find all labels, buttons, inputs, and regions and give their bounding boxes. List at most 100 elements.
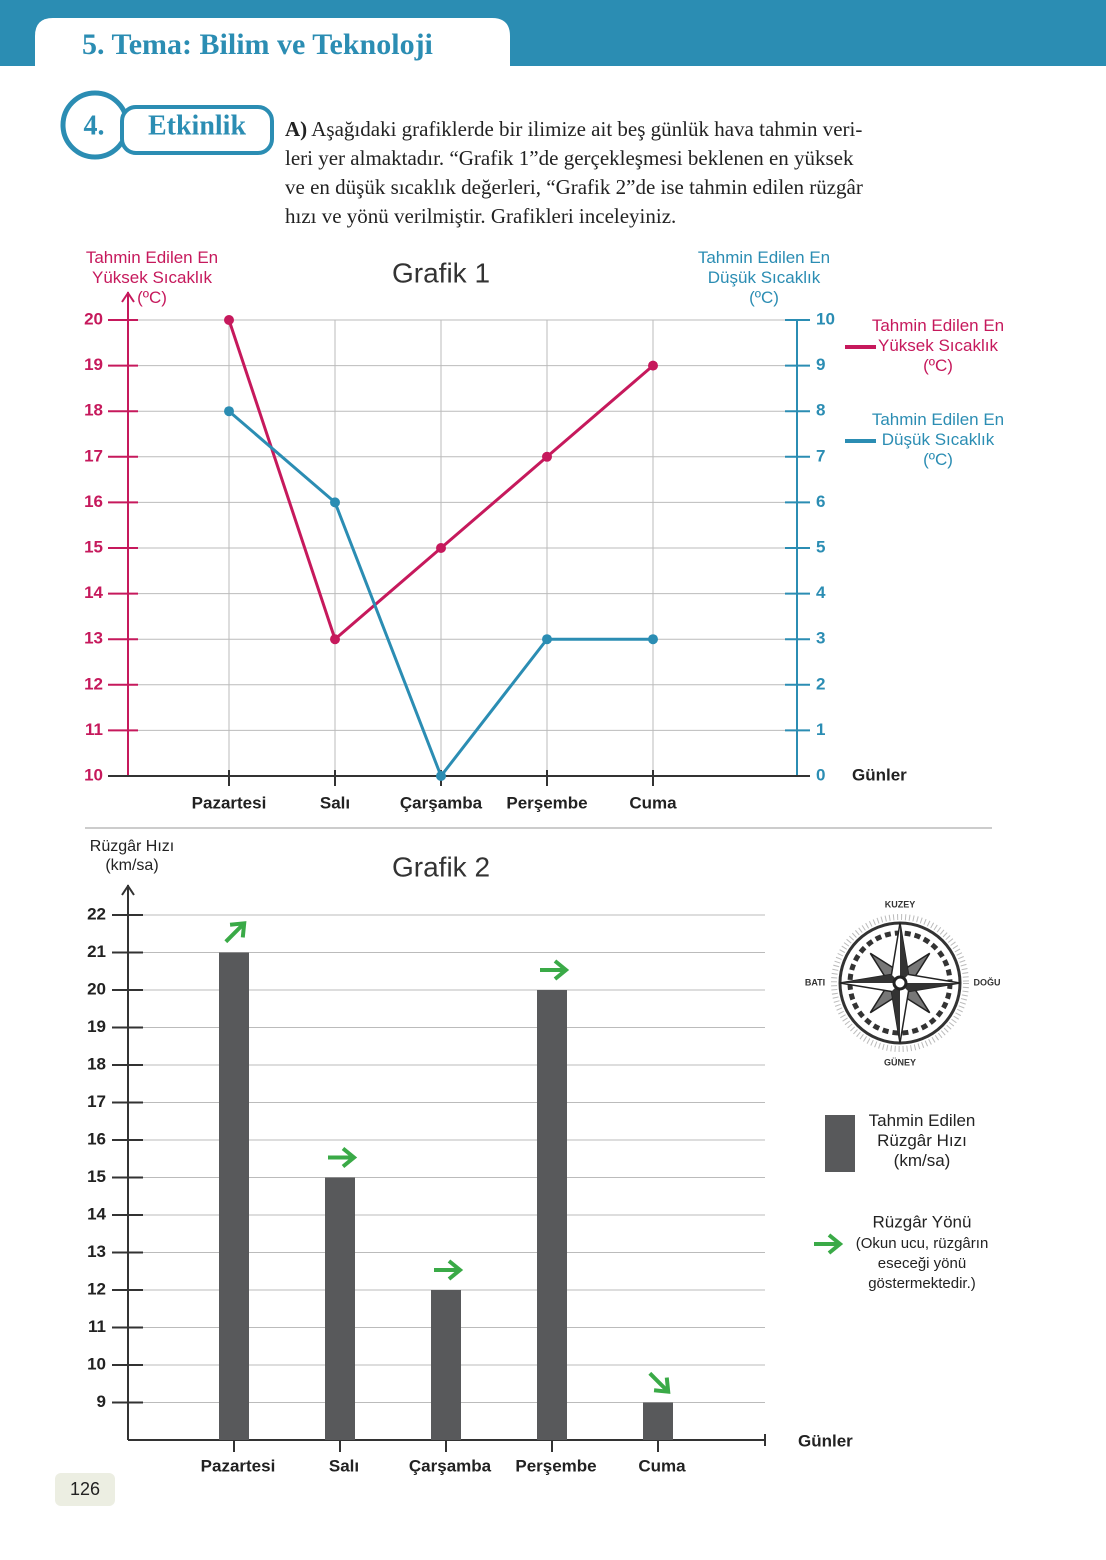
y-tick-label: 10: [84, 765, 103, 784]
x-tick-label: Pazartesi: [201, 1456, 276, 1475]
x-tick-label: Perşembe: [506, 793, 587, 812]
point: [648, 360, 658, 371]
y-tick-label: 11: [88, 1317, 106, 1336]
y-tick-label: 16: [87, 1129, 106, 1148]
y2-tick-label: 7: [816, 446, 825, 465]
arrow-legend-title: Rüzgâr Yönü: [873, 1212, 972, 1231]
x-tick-label: Çarşamba: [400, 793, 483, 812]
compass-label: DOĞU: [974, 976, 1001, 987]
compass-point: [840, 974, 900, 983]
wind-arrow: [328, 1146, 358, 1169]
wind-arrow-head: [341, 1146, 358, 1169]
arrow-legend-note: (Okun ucu, rüzgârın eseceği yönü göstermek…: [856, 1235, 989, 1292]
bar: [643, 1402, 673, 1440]
y2-tick-label: 0: [816, 765, 825, 784]
wind-arrow-shaft: [224, 922, 245, 944]
legend-swatch: [825, 1115, 855, 1172]
y2-tick-label: 10: [816, 309, 835, 328]
wind-arrow: [434, 1259, 464, 1281]
y-tick-label: 19: [87, 1017, 106, 1036]
activity-box: [120, 105, 274, 155]
chart-title: Grafik 2: [392, 851, 490, 882]
wind-arrow: [224, 921, 247, 944]
bar: [431, 1290, 461, 1440]
x-axis-label: Günler: [852, 765, 907, 784]
wind-arrow: [540, 959, 570, 981]
page-number-box: [55, 1473, 115, 1506]
y-tick-label: 12: [84, 674, 103, 693]
compass-label: KUZEY: [885, 899, 916, 909]
x-tick-label: Pazartesi: [192, 793, 267, 812]
y-tick-label: 21: [87, 942, 106, 961]
y-tick-label: 19: [84, 355, 103, 374]
point: [436, 771, 446, 781]
x-axis-label: Günler: [798, 1431, 853, 1450]
part-label: A): [285, 117, 308, 141]
y-axis-label: Tahmin Edilen En Yüksek Sıcaklık (ºC): [86, 248, 218, 307]
x-tick-label: Salı: [329, 1456, 359, 1475]
y-tick-label: 14: [87, 1204, 106, 1223]
compass-point: [900, 983, 960, 992]
wind-arrow-head: [553, 959, 570, 981]
bar: [537, 990, 567, 1440]
wind-arrow-head: [653, 1377, 671, 1394]
point: [224, 406, 234, 417]
y2-tick-label: 1: [816, 720, 825, 739]
y-tick-label: 18: [84, 401, 103, 420]
y-tick-label: 15: [84, 537, 103, 556]
y2-tick-label: 2: [816, 674, 825, 693]
compass-center: [892, 975, 908, 991]
point: [542, 451, 552, 462]
y2-tick-label: 4: [816, 583, 826, 602]
activity-label: Etkinlik: [148, 110, 246, 141]
page-number: 126: [70, 1479, 100, 1499]
header-tab: [35, 18, 510, 66]
point: [436, 543, 446, 553]
y-tick-label: 10: [87, 1354, 106, 1373]
y-tick-label: 14: [84, 583, 103, 602]
compass-point: [900, 923, 909, 983]
header-title: 5. Tema: Bilim ve Teknoloji: [82, 28, 433, 61]
point: [330, 497, 340, 508]
point: [224, 315, 234, 325]
x-tick-label: Cuma: [638, 1456, 686, 1475]
wind-arrow-head: [447, 1259, 464, 1281]
legend-label: Tahmin Edilen Rüzgâr Hızı (km/sa): [869, 1111, 976, 1170]
y-tick-label: 9: [97, 1392, 106, 1411]
y-tick-label: 13: [87, 1242, 106, 1261]
compass-label: GÜNEY: [884, 1057, 916, 1067]
x-tick-label: Cuma: [629, 793, 677, 812]
y-tick-label: 15: [87, 1167, 106, 1186]
bar: [219, 952, 249, 1440]
y2-tick-label: 6: [816, 492, 825, 511]
compass-ring: [831, 914, 969, 1052]
y-tick-label: 20: [84, 309, 103, 328]
y-tick-label: 17: [84, 446, 103, 465]
point: [648, 634, 658, 645]
y-axis-arrow: [121, 291, 135, 303]
y-axis-arrow: [121, 884, 135, 896]
bar: [325, 1177, 355, 1440]
chart-title: Grafik 1: [392, 257, 490, 288]
paragraph-text: Aşağıdaki grafiklerde bir ilimize ait be…: [285, 117, 863, 228]
compass-label: BATI: [805, 977, 825, 987]
y-axis-label: Rüzgâr Hızı (km/sa): [90, 838, 174, 874]
point: [542, 634, 552, 645]
wind-arrow-head: [229, 921, 247, 938]
compass-point: [891, 983, 900, 1043]
y2-tick-label: 8: [816, 401, 825, 420]
y2-tick-label: 3: [816, 629, 825, 648]
y2-tick-label: 5: [816, 537, 825, 556]
y-tick-label: 16: [84, 492, 103, 511]
activity-number: 4.: [84, 110, 105, 141]
legend-arrow-head: [827, 1233, 844, 1255]
y-tick-label: 12: [87, 1279, 106, 1298]
x-tick-label: Perşembe: [515, 1456, 596, 1475]
legend-label: Tahmin Edilen En Yüksek Sıcaklık (ºC): [872, 316, 1004, 375]
paragraph: A) Aşağıdaki grafiklerde bir ilimize ait…: [285, 115, 863, 231]
y-tick-label: 17: [87, 1092, 106, 1111]
wind-arrow-shaft: [648, 1371, 669, 1393]
wind-arrow: [648, 1371, 671, 1394]
